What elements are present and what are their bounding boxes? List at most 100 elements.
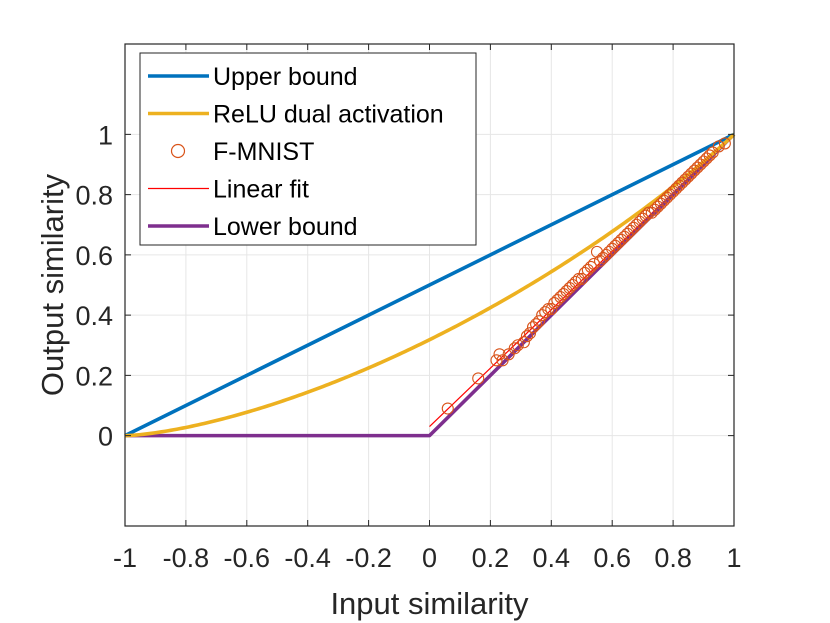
y-tick-label: 0.2 — [75, 361, 113, 391]
f-mnist-point — [551, 294, 564, 307]
f-mnist-point — [636, 212, 649, 225]
f-mnist-point — [609, 239, 622, 252]
f-mnist-point — [676, 176, 689, 189]
legend-lower-bound-label: Lower bound — [213, 213, 358, 241]
f-mnist-point — [575, 272, 588, 286]
f-mnist-point — [706, 146, 719, 159]
f-mnist-point — [660, 191, 674, 204]
x-tick-label: -0.4 — [284, 543, 331, 573]
f-mnist-point — [673, 179, 686, 192]
x-tick-label: -0.8 — [163, 543, 210, 573]
f-mnist-point — [621, 227, 634, 240]
f-mnist-point — [584, 260, 597, 273]
f-mnist-point — [642, 206, 655, 219]
f-mnist-point — [566, 278, 579, 292]
f-mnist-point — [523, 327, 537, 340]
f-mnist-point — [657, 194, 671, 207]
f-mnist-point — [633, 215, 646, 228]
legend-upper-bound-label: Upper bound — [213, 63, 358, 91]
f-mnist-point — [612, 236, 625, 249]
f-mnist-point — [572, 272, 585, 286]
f-mnist-point — [630, 218, 643, 231]
f-mnist-point — [603, 245, 616, 258]
f-mnist-point — [627, 221, 640, 234]
legend-relu-dual-activation-label: ReLU dual activation — [213, 101, 444, 129]
f-mnist-point — [502, 348, 515, 361]
f-mnist-point — [496, 354, 509, 367]
y-tick-label: 0 — [98, 422, 113, 452]
f-mnist-point — [539, 306, 552, 319]
f-mnist-point — [618, 230, 631, 243]
series-layer — [124, 132, 736, 438]
x-tick-label: 0.2 — [472, 543, 510, 573]
y-axis-title: Output similarity — [35, 173, 70, 396]
f-mnist-point — [554, 290, 567, 304]
f-mnist-point — [648, 203, 661, 216]
f-mnist-point — [545, 303, 558, 316]
f-mnist-point — [667, 185, 680, 198]
x-tick-label: 0.4 — [533, 543, 571, 573]
f-mnist-point — [718, 137, 731, 150]
f-mnist-point — [688, 164, 701, 177]
f-mnist-point — [600, 248, 613, 261]
f-mnist-point — [569, 275, 582, 289]
legend: Upper bound ReLU dual activation F-MNIST Li… — [139, 52, 477, 246]
f-mnist-point — [563, 281, 576, 295]
f-mnist-point — [520, 330, 533, 343]
legend-f-mnist-label: F-MNIST — [213, 138, 314, 166]
f-mnist-point — [606, 242, 619, 255]
f-mnist-point — [694, 158, 707, 171]
f-mnist-point — [615, 233, 628, 246]
x-tick-label: 0.6 — [593, 543, 631, 573]
f-mnist-point — [560, 284, 573, 298]
f-mnist-point — [670, 182, 683, 195]
f-mnist-series — [441, 137, 731, 415]
f-mnist-point — [490, 354, 503, 367]
f-mnist-point — [441, 402, 454, 415]
y-tick-label: 0.4 — [75, 301, 113, 331]
f-mnist-point — [508, 342, 521, 355]
f-mnist-point — [548, 297, 561, 310]
f-mnist-point — [581, 263, 594, 276]
f-mnist-point — [526, 321, 540, 334]
x-tick-label: 0 — [422, 543, 437, 573]
f-mnist-point — [685, 167, 698, 180]
f-mnist-point — [624, 224, 637, 237]
x-tick-label: 0.8 — [654, 543, 692, 573]
f-mnist-point — [651, 200, 664, 213]
f-mnist-point — [700, 152, 713, 165]
upper-bound-line — [124, 132, 735, 438]
f-mnist-point — [712, 140, 725, 153]
x-tick-label: -1 — [113, 543, 137, 573]
x-axis-title: Input similarity — [330, 586, 529, 621]
f-mnist-point — [587, 257, 600, 270]
f-mnist-point — [597, 251, 610, 264]
f-mnist-point — [691, 161, 704, 174]
f-mnist-point — [703, 149, 716, 162]
relu-dual-activation-line — [124, 133, 736, 438]
legend-box — [139, 52, 477, 246]
f-mnist-point — [639, 209, 652, 222]
x-tick-label: -0.2 — [345, 543, 392, 573]
f-mnist-point — [533, 315, 546, 328]
f-mnist-point — [590, 245, 604, 258]
x-tick-label: 1 — [726, 543, 741, 573]
f-mnist-point — [530, 318, 543, 331]
x-tick-label: -0.6 — [224, 543, 271, 573]
f-mnist-point — [645, 206, 658, 219]
f-mnist-point — [536, 309, 549, 322]
ticks: -1 -0.8 -0.6 -0.4 -0.2 0 0.2 0.4 0.6 0.8 1 0 0.2 0.4 0… — [75, 44, 742, 573]
f-mnist-point — [517, 336, 530, 349]
legend-linear-fit-label: Linear fit — [213, 176, 309, 204]
f-mnist-point — [593, 254, 607, 267]
f-mnist-point — [493, 348, 506, 361]
f-mnist-point — [654, 197, 667, 210]
y-tick-label: 1 — [98, 120, 113, 150]
f-mnist-point — [542, 303, 555, 316]
f-mnist-point — [578, 266, 591, 280]
f-mnist-point — [557, 287, 570, 301]
f-mnist-point — [511, 339, 524, 352]
y-tick-label: 0.8 — [75, 181, 113, 211]
legend-f-mnist-marker — [170, 143, 186, 159]
